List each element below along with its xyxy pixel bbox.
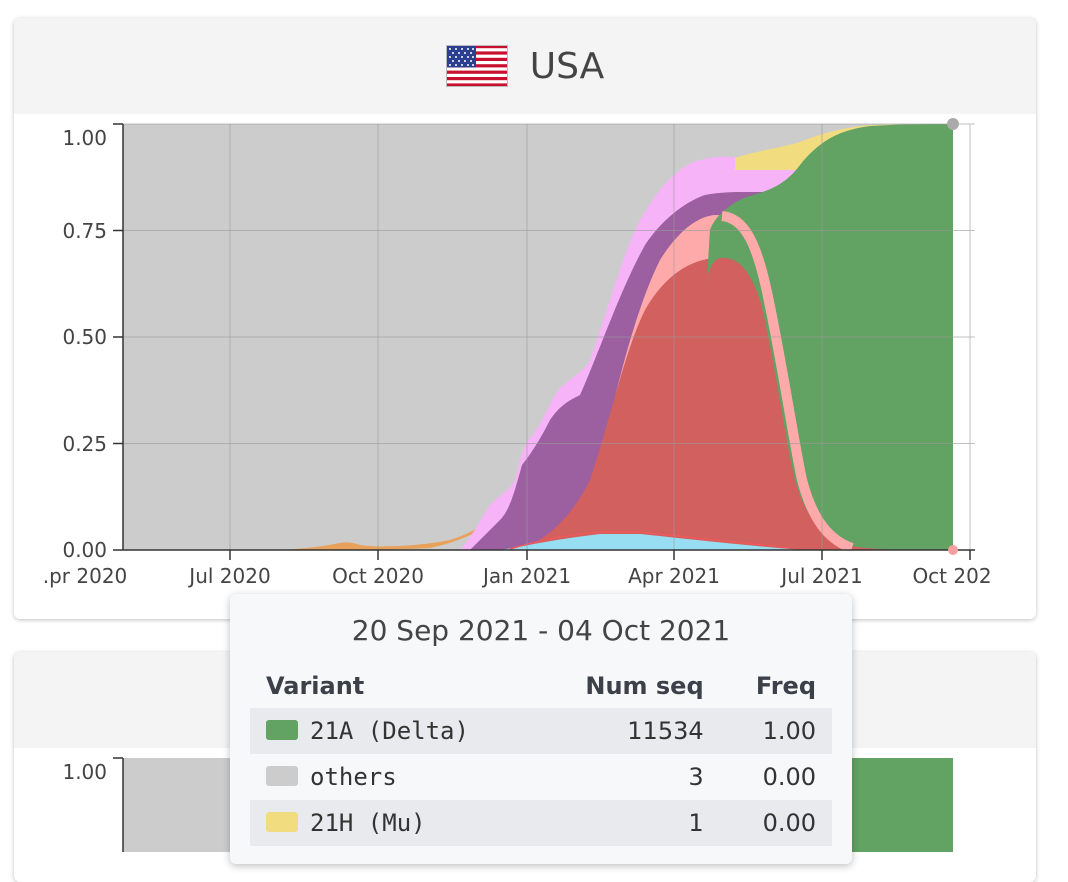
area-alpha-light-edge [721,211,854,550]
hover-marker-bottom[interactable] [948,545,958,555]
hover-marker-top[interactable] [947,118,959,130]
header-variant: Variant [266,672,365,700]
y-tick-label: 1.00 [62,126,107,150]
header-freq: Freq [755,672,816,700]
tooltip-header-row: Variant Num seq Freq [250,664,832,708]
num-seq-cell: 11534 [536,708,720,754]
num-seq-cell: 1 [536,800,720,846]
variant-cell: 21H (Mu) [250,800,537,846]
variant-name: 21A (Delta) [310,717,469,745]
y-tick-label: 0.75 [62,219,107,243]
table-row: others 3 0.00 [250,754,832,800]
y-tick-label: 0.00 [62,538,107,562]
table-row: 21H (Mu) 1 0.00 [250,800,832,846]
variant-name: 21H (Mu) [310,809,426,837]
line-epsilon [509,531,791,550]
variant-cell: 21A (Delta) [250,708,537,754]
num-seq-cell: 3 [688,763,704,791]
table-row: 21A (Delta) 11534 1.00 [250,708,832,754]
x-tick-label: .pr 2020 [43,564,128,588]
freq-cell: 0.00 [719,800,832,846]
freq-cell: 0.00 [762,763,816,791]
x-tick-label: Jan 2021 [481,564,571,588]
x-tick-label: Oct 202 [912,564,991,588]
axes [113,123,975,560]
area-early-orange [280,505,515,550]
usa-flag-icon [445,45,508,87]
area-alpha-overlay [690,257,953,550]
x-tick-label: Jul 2020 [187,564,270,588]
header-num-seq: Num seq [585,672,704,700]
chart-tooltip: 20 Sep 2021 - 04 Oct 2021 Variant Num se… [230,594,852,864]
grid [123,123,975,550]
y-tick-label: 0.25 [62,432,107,456]
freq-cell: 1.00 [719,708,832,754]
variant-frequency-chart: 1.00 0.75 0.50 0.25 0.00 .pr 2020 Jul 20… [43,118,992,588]
variant-name: others [310,763,397,791]
tooltip-table: Variant Num seq Freq 21A (Delta) 11534 1… [250,664,832,846]
x-tick-label: Apr 2021 [628,564,720,588]
color-swatch [266,720,298,740]
x-tick-label: Oct 2020 [332,564,424,588]
card-header: USA [14,18,1036,114]
y-tick-label: 0.50 [62,325,107,349]
color-swatch [266,766,298,786]
variant-cell: others [250,754,536,800]
area-beta [500,534,800,550]
country-name: USA [529,45,605,87]
color-swatch [266,812,298,832]
x-tick-label: Jul 2021 [779,564,862,588]
tooltip-date-range: 20 Sep 2021 - 04 Oct 2021 [351,614,731,647]
